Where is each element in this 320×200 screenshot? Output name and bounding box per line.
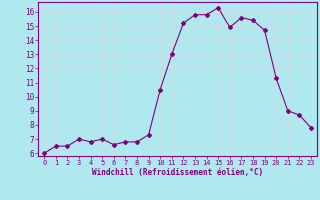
X-axis label: Windchill (Refroidissement éolien,°C): Windchill (Refroidissement éolien,°C) bbox=[92, 168, 263, 177]
